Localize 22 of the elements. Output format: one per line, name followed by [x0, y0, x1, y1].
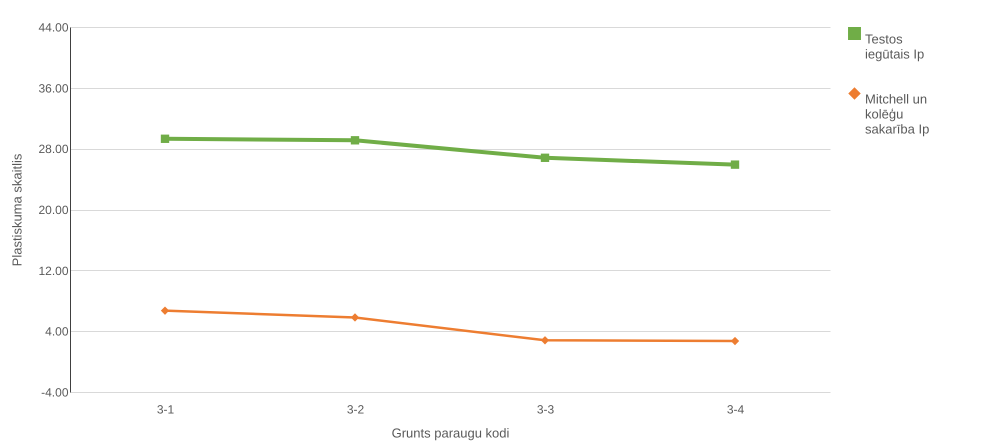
y-tick-label: 20.00 — [38, 203, 69, 217]
y-tick-label: 36.00 — [38, 81, 69, 96]
legend-label: Mitchell un kolēģu sakarība Ip — [865, 92, 930, 136]
y-tick-label: 4.00 — [45, 324, 69, 339]
point — [160, 134, 170, 143]
x-tick-label: 3-2 — [346, 402, 364, 416]
y-tick-label: 28.00 — [38, 142, 69, 156]
point — [540, 154, 550, 162]
point — [730, 336, 740, 346]
x-tick-label: 3-4 — [726, 402, 744, 416]
y-tick-label: -4.00 — [41, 386, 69, 400]
point — [540, 336, 550, 344]
y-tick-label: 44.00 — [38, 20, 69, 34]
point — [350, 313, 360, 322]
x-axis-title: Grunts paraugu kodi — [392, 426, 510, 440]
x-tick-label: 3-3 — [536, 402, 554, 416]
point — [730, 160, 740, 169]
point — [350, 136, 360, 144]
legend-label: Testos iegūtais Ip — [865, 32, 924, 62]
x-tick-label: 3-1 — [156, 402, 174, 416]
y-tick-label: 12.00 — [38, 264, 69, 278]
y-axis-title: Plastiskuma skaitlis — [9, 153, 24, 266]
